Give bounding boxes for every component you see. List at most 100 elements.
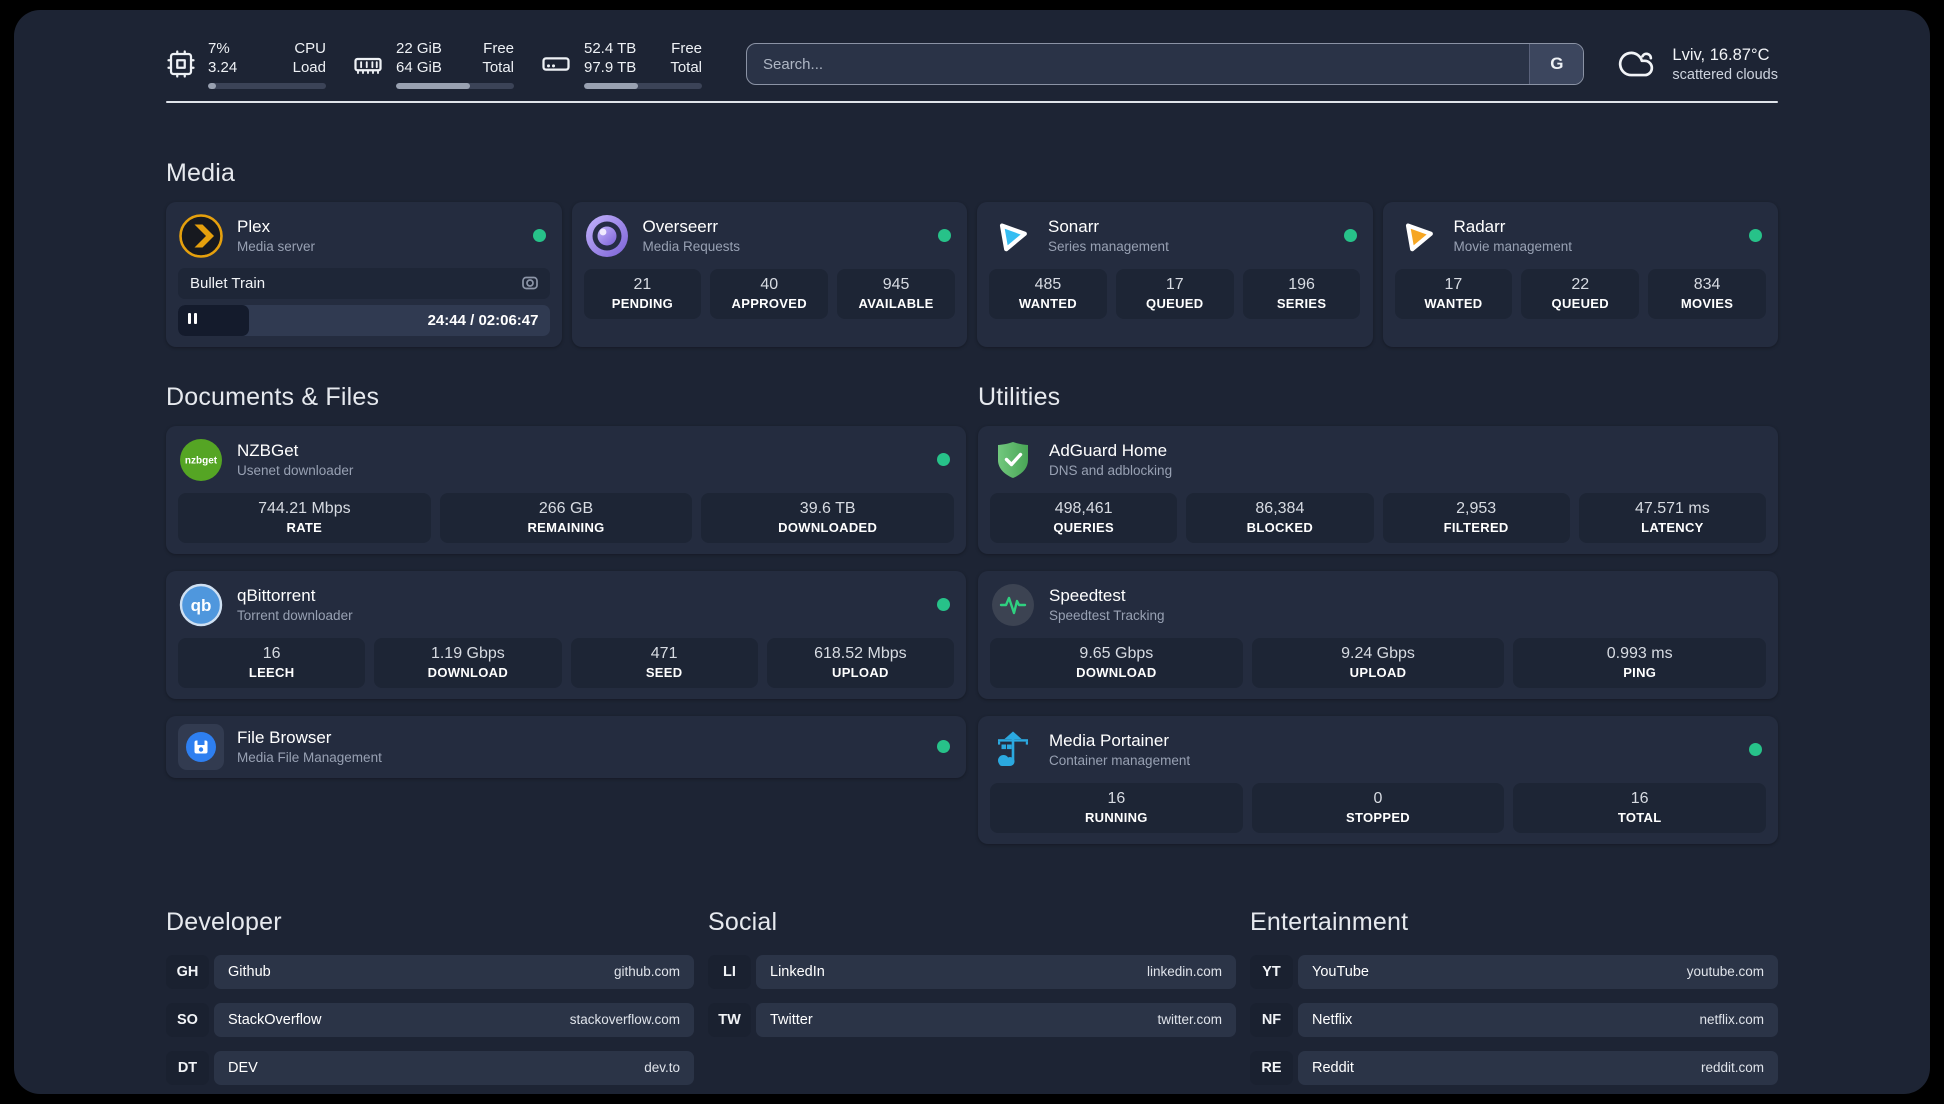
stat-available: 945 AVAILABLE <box>837 268 955 319</box>
qbittorrent-icon: qb <box>178 582 224 628</box>
bookmark-netflix[interactable]: NF Netflix netflix.com <box>1250 1002 1778 1037</box>
status-online-dot <box>532 229 546 242</box>
bookmark-abbr: SO <box>166 1002 209 1037</box>
bookmark-name: Netflix <box>1312 1011 1353 1028</box>
status-online-dot <box>938 229 951 242</box>
app-card-sonarr[interactable]: Sonarr Series management 485 WANTED 17 QUE… <box>977 201 1373 347</box>
bookmark-abbr: DT <box>166 1050 209 1085</box>
bookmark-stackoverflow[interactable]: SO StackOverflow stackoverflow.com <box>166 1002 694 1037</box>
app-subtitle: Speedtest Tracking <box>1049 608 1165 623</box>
stat-download: 9.65 Gbps DOWNLOAD <box>990 637 1243 688</box>
weather-condition: scattered clouds <box>1672 66 1778 83</box>
cloud-icon <box>1619 51 1654 77</box>
cpu-widget: 7% CPU 3.24 Load <box>166 40 326 89</box>
app-name: Media Portainer <box>1049 731 1170 750</box>
topbar: 7% CPU 3.24 Load 22 GiB Free 64 GiB Tota… <box>166 40 1778 89</box>
utilities-column: Utilities AdGuard Home DNS and adblockin… <box>978 383 1778 844</box>
storage-free-label: Free <box>671 40 702 57</box>
app-card-filebrowser[interactable]: File Browser Media File Management <box>166 715 966 778</box>
memory-free-value: 22 GiB <box>396 40 442 57</box>
stat-queued: 17 QUEUED <box>1115 268 1234 319</box>
app-name: File Browser <box>237 728 332 747</box>
radarr-icon <box>1395 213 1441 259</box>
bookmark-reddit[interactable]: RE Reddit reddit.com <box>1250 1050 1778 1085</box>
bookmark-url: reddit.com <box>1700 1060 1764 1075</box>
bookmark-name: YouTube <box>1312 963 1369 980</box>
stat-wanted: 17 WANTED <box>1394 268 1513 319</box>
bookmark-url: github.com <box>613 964 680 979</box>
stat-queries: 498,461 QUERIES <box>990 492 1178 543</box>
bookmark-url: netflix.com <box>1699 1012 1764 1027</box>
app-card-radarr[interactable]: Radarr Movie management 17 WANTED 22 QUEUE… <box>1382 201 1778 347</box>
storage-total-label: Total <box>670 58 702 76</box>
bookmark-linkedin[interactable]: LI LinkedIn linkedin.com <box>708 954 1236 989</box>
app-card-adguard[interactable]: AdGuard Home DNS and adblocking 498,461 Q… <box>978 425 1778 554</box>
documents-column: Documents & Files nzbget NZBGet Usenet d… <box>166 383 966 844</box>
stat-series: 196 SERIES <box>1242 268 1361 319</box>
bookmark-github[interactable]: GH Github github.com <box>166 954 694 989</box>
header-divider <box>166 100 1778 103</box>
storage-widget: 52.4 TB Free 97.9 TB Total <box>540 40 702 89</box>
app-name: Overseerr <box>642 217 719 236</box>
app-subtitle: Movie management <box>1453 239 1573 254</box>
bookmark-twitter[interactable]: TW Twitter twitter.com <box>708 1002 1236 1037</box>
cpu-chip-icon <box>167 50 195 78</box>
storage-free-value: 52.4 TB <box>584 40 637 57</box>
bookmark-name: StackOverflow <box>228 1011 322 1028</box>
search-provider-button[interactable]: G <box>1529 44 1584 85</box>
memory-free-label: Free <box>483 40 514 57</box>
bookmark-name: LinkedIn <box>770 963 825 980</box>
app-name: Plex <box>237 217 271 236</box>
stat-latency: 47.571 ms LATENCY <box>1578 492 1766 543</box>
app-card-plex[interactable]: Plex Media server Bullet Train 24:44 / 0… <box>166 201 562 347</box>
app-name: NZBGet <box>237 441 299 460</box>
bookmark-abbr: NF <box>1250 1002 1293 1037</box>
bookmark-dev[interactable]: DT DEV dev.to <box>166 1050 694 1085</box>
nzbget-icon: nzbget <box>178 437 224 483</box>
app-card-overseerr[interactable]: Overseerr Media Requests 21 PENDING 40 APP… <box>571 201 967 347</box>
cpu-load-value: 3.24 <box>208 58 238 76</box>
svg-text:qb: qb <box>191 596 212 615</box>
bookmarks-developer: Developer GH Github github.com SO StackOv… <box>166 908 694 1095</box>
search-input[interactable] <box>747 44 1530 85</box>
ram-icon <box>354 58 382 75</box>
now-playing-title: Bullet Train <box>190 274 266 292</box>
bookmark-youtube[interactable]: YT YouTube youtube.com <box>1250 954 1778 989</box>
stat-stopped: 0 STOPPED <box>1251 782 1505 833</box>
bookmark-url: dev.to <box>644 1060 680 1075</box>
stat-seed: 471 SEED <box>570 637 758 688</box>
cpu-label: CPU <box>294 40 326 57</box>
stat-upload: 9.24 Gbps UPLOAD <box>1251 637 1505 688</box>
status-online-dot <box>1749 229 1762 242</box>
bookmark-name: Twitter <box>770 1011 813 1028</box>
bookmark-abbr: RE <box>1250 1050 1293 1085</box>
search-bar: G <box>746 43 1585 86</box>
section-heading-entertainment: Entertainment <box>1250 907 1409 936</box>
stat-leech: 16 LEECH <box>178 637 366 688</box>
bookmark-name: Github <box>228 963 271 980</box>
weather-widget: Lviv, 16.87°C scattered clouds <box>1614 45 1778 83</box>
status-online-dot <box>937 598 950 611</box>
status-online-dot <box>1749 743 1762 756</box>
app-subtitle: Container management <box>1049 753 1191 768</box>
stat-downloaded: 39.6 TB DOWNLOADED <box>701 492 955 543</box>
bookmark-abbr: LI <box>708 954 751 989</box>
app-name: AdGuard Home <box>1049 441 1168 460</box>
app-card-portainer[interactable]: Media Portainer Container management 16 R… <box>978 715 1778 844</box>
memory-total-value: 64 GiB <box>396 58 442 76</box>
stat-remaining: 266 GB REMAINING <box>439 492 693 543</box>
app-card-qbittorrent[interactable]: qb qBittorrent Torrent downloader 16 LEEC… <box>166 570 966 699</box>
app-card-nzbget[interactable]: nzbget NZBGet Usenet downloader 744.21 M… <box>166 425 966 554</box>
section-heading-media: Media <box>166 158 236 187</box>
stat-ping: 0.993 ms PING <box>1513 637 1767 688</box>
stat-queued: 22 QUEUED <box>1521 268 1640 319</box>
status-online-dot <box>1343 229 1357 242</box>
app-card-speedtest[interactable]: Speedtest Speedtest Tracking 9.65 Gbps DO… <box>978 570 1778 699</box>
weather-location-temp: Lviv, 16.87°C <box>1672 45 1770 64</box>
app-name: Radarr <box>1453 217 1506 236</box>
app-subtitle: Usenet downloader <box>237 463 354 478</box>
speedtest-icon <box>990 582 1036 628</box>
stat-movies: 834 MOVIES <box>1648 268 1766 319</box>
bookmark-abbr: GH <box>166 954 209 989</box>
memory-widget: 22 GiB Free 64 GiB Total <box>352 40 514 89</box>
